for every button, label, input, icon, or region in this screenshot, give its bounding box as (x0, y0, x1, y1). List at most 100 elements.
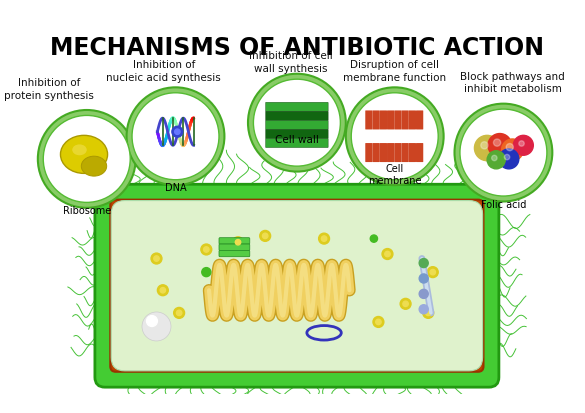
Polygon shape (144, 196, 220, 199)
Circle shape (419, 274, 428, 283)
FancyBboxPatch shape (120, 210, 474, 362)
Circle shape (154, 256, 159, 261)
Circle shape (174, 308, 185, 318)
Circle shape (460, 110, 547, 197)
Text: Folic acid: Folic acid (481, 199, 526, 209)
Text: DNA: DNA (165, 183, 187, 193)
Circle shape (382, 249, 393, 260)
Circle shape (491, 156, 497, 161)
Polygon shape (253, 196, 308, 199)
Circle shape (204, 247, 209, 253)
Circle shape (499, 150, 519, 169)
Text: Inhibition of cell
wall synthesis: Inhibition of cell wall synthesis (249, 51, 332, 74)
FancyBboxPatch shape (219, 251, 250, 257)
FancyBboxPatch shape (373, 144, 380, 163)
Circle shape (319, 234, 329, 244)
Circle shape (351, 94, 438, 180)
FancyBboxPatch shape (266, 139, 328, 148)
Text: Disruption of cell
membrane function: Disruption of cell membrane function (343, 60, 446, 83)
Circle shape (519, 141, 524, 147)
Circle shape (455, 104, 552, 202)
FancyBboxPatch shape (266, 130, 328, 139)
FancyBboxPatch shape (111, 201, 483, 371)
FancyBboxPatch shape (219, 244, 250, 251)
Circle shape (151, 254, 162, 264)
Circle shape (174, 130, 180, 135)
Circle shape (233, 237, 243, 248)
Circle shape (403, 301, 408, 307)
Circle shape (376, 319, 381, 325)
Circle shape (501, 140, 524, 161)
Polygon shape (62, 196, 161, 199)
Circle shape (425, 311, 431, 316)
Circle shape (419, 259, 428, 268)
FancyBboxPatch shape (365, 144, 373, 163)
FancyBboxPatch shape (266, 121, 328, 130)
Circle shape (488, 134, 511, 158)
FancyBboxPatch shape (409, 111, 416, 130)
Circle shape (423, 308, 433, 318)
FancyBboxPatch shape (394, 111, 401, 130)
Circle shape (494, 140, 501, 147)
Text: MECHANISMS OF ANTIBIOTIC ACTION: MECHANISMS OF ANTIBIOTIC ACTION (50, 36, 544, 59)
Text: Ribosome: Ribosome (63, 206, 111, 216)
FancyBboxPatch shape (219, 238, 250, 244)
Text: Block pathways and
inhibit metabolism: Block pathways and inhibit metabolism (460, 72, 565, 94)
Circle shape (38, 111, 136, 208)
FancyBboxPatch shape (373, 111, 380, 130)
FancyBboxPatch shape (409, 144, 416, 163)
Circle shape (419, 290, 428, 299)
Polygon shape (357, 196, 397, 199)
Polygon shape (429, 196, 505, 199)
FancyBboxPatch shape (95, 185, 499, 387)
Circle shape (430, 270, 435, 275)
Circle shape (419, 305, 428, 314)
Circle shape (506, 144, 514, 152)
Circle shape (146, 316, 157, 327)
FancyBboxPatch shape (416, 144, 424, 163)
Circle shape (126, 88, 225, 186)
Circle shape (481, 142, 488, 150)
Circle shape (160, 288, 166, 293)
Circle shape (157, 285, 168, 296)
FancyBboxPatch shape (111, 200, 483, 372)
Text: Inhibition of
nucleic acid synthesis: Inhibition of nucleic acid synthesis (106, 60, 221, 83)
FancyBboxPatch shape (365, 111, 373, 130)
Circle shape (132, 94, 219, 180)
FancyBboxPatch shape (387, 144, 394, 163)
Circle shape (248, 75, 346, 172)
Circle shape (235, 240, 241, 245)
Circle shape (474, 136, 500, 161)
Text: Cell
membrane: Cell membrane (368, 164, 421, 185)
Circle shape (321, 236, 327, 242)
Circle shape (260, 231, 271, 242)
Circle shape (400, 299, 411, 309)
Circle shape (504, 155, 510, 160)
FancyBboxPatch shape (380, 111, 387, 130)
Ellipse shape (60, 136, 108, 174)
FancyBboxPatch shape (380, 144, 387, 163)
Circle shape (202, 268, 211, 277)
Circle shape (201, 244, 212, 255)
FancyBboxPatch shape (416, 111, 424, 130)
Circle shape (385, 252, 390, 257)
FancyBboxPatch shape (401, 144, 409, 163)
Circle shape (514, 136, 534, 156)
Circle shape (346, 88, 443, 186)
Circle shape (370, 235, 377, 243)
Text: Cell wall: Cell wall (275, 135, 319, 145)
Text: Mechanism of Antibiotic action: Mechanism of Antibiotic action (190, 367, 404, 381)
Circle shape (373, 317, 384, 328)
Text: Inhibition of
protein synthesis: Inhibition of protein synthesis (4, 78, 94, 100)
Ellipse shape (81, 157, 106, 177)
FancyBboxPatch shape (266, 112, 328, 121)
Circle shape (43, 116, 130, 203)
Circle shape (427, 267, 438, 278)
Ellipse shape (73, 145, 87, 156)
Circle shape (177, 311, 182, 316)
Circle shape (487, 152, 505, 169)
FancyBboxPatch shape (387, 111, 394, 130)
FancyBboxPatch shape (394, 144, 401, 163)
Circle shape (142, 312, 171, 341)
FancyBboxPatch shape (266, 103, 328, 112)
